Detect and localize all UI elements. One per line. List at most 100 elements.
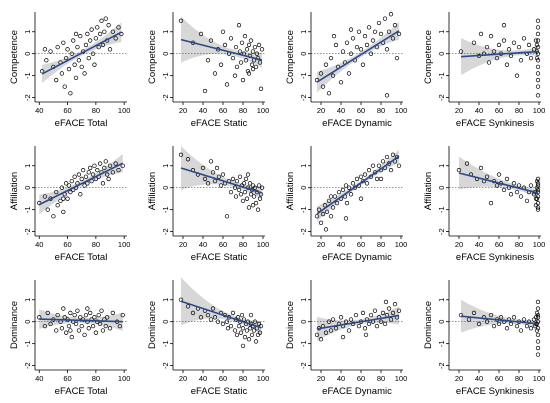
data-point [258, 86, 264, 91]
data-point [328, 55, 334, 61]
data-point [257, 330, 263, 335]
data-point [63, 181, 69, 186]
data-point [205, 58, 211, 63]
x-tick-label: 20 [455, 106, 463, 115]
x-tick-label: 100 [533, 240, 546, 249]
x-tick-label: 40 [35, 374, 43, 383]
data-point [234, 178, 240, 184]
data-point [396, 163, 402, 168]
x-tick-label: 100 [395, 374, 408, 383]
data-point [346, 185, 352, 190]
y-tick-label: 0 [161, 320, 170, 324]
data-point [535, 194, 541, 199]
panel-0-2: 20 40 60 80 100 -2 -1 0 1 eFACE Dynamic Competence [285, 12, 407, 129]
data-point [364, 42, 370, 48]
x-axis-title: eFACE Static [191, 118, 248, 129]
x-tick-label: 40 [337, 374, 345, 383]
data-point [362, 326, 368, 331]
data-point [253, 64, 259, 70]
data-point [491, 49, 497, 54]
panel-0-0: 40 60 80 100 -2 -1 0 1 eFACE Total Competence [9, 12, 130, 129]
data-point [508, 192, 514, 197]
data-point [356, 323, 362, 329]
data-point [348, 27, 354, 32]
data-point [93, 36, 99, 41]
data-point [79, 64, 84, 70]
data-point [235, 315, 241, 320]
data-point [79, 323, 84, 329]
data-point [248, 192, 254, 197]
data-point [340, 334, 346, 340]
data-point [340, 187, 346, 193]
data-point [190, 310, 196, 316]
data-point [256, 183, 262, 188]
y-tick-label: -2 [299, 228, 308, 235]
x-tick-label: 80 [515, 106, 523, 115]
data-point [338, 80, 344, 85]
data-point [358, 47, 364, 52]
data-point [59, 185, 65, 190]
data-point [484, 174, 490, 179]
data-point [354, 176, 360, 182]
data-point [200, 165, 206, 171]
y-axis-title: Competence [147, 30, 158, 84]
data-point [45, 207, 50, 212]
data-point [356, 29, 362, 34]
data-point [90, 172, 96, 177]
data-point [323, 227, 329, 232]
data-point [516, 44, 522, 50]
data-point [382, 321, 388, 327]
data-point [83, 42, 89, 48]
data-point [344, 200, 350, 206]
x-tick-label: 60 [63, 374, 71, 383]
data-point [358, 174, 364, 179]
data-point [535, 176, 541, 182]
data-point [80, 317, 86, 322]
data-point [376, 163, 382, 168]
data-point [42, 47, 48, 52]
data-point [248, 312, 254, 318]
data-point [76, 172, 82, 177]
data-point [224, 319, 230, 324]
y-axis-title: Affiliation [423, 172, 434, 210]
data-point [86, 55, 91, 61]
data-point [535, 315, 541, 320]
x-tick-label: 60 [357, 240, 365, 249]
x-tick-label: 40 [199, 374, 207, 383]
data-point [504, 326, 510, 331]
data-point [314, 332, 320, 338]
data-point [535, 77, 541, 83]
y-tick-label: 1 [161, 298, 170, 302]
data-point [528, 326, 534, 331]
panel-1-2: 20 40 60 80 100 -2 -1 0 1 eFACE Dynamic Affiliatio… [285, 146, 407, 263]
regression-line [38, 162, 124, 206]
y-tick-label: 0 [161, 52, 170, 56]
data-point [100, 181, 106, 186]
data-point [378, 31, 384, 37]
data-point [358, 196, 364, 201]
data-point [318, 337, 324, 342]
data-point [535, 38, 541, 43]
x-tick-label: 60 [357, 374, 365, 383]
data-point [233, 194, 239, 199]
data-point [328, 328, 334, 333]
x-tick-label: 80 [92, 106, 100, 115]
data-point [378, 319, 384, 324]
data-point [97, 321, 103, 327]
data-point [526, 42, 532, 48]
data-point [55, 203, 60, 208]
data-point [330, 317, 336, 322]
data-point [85, 31, 90, 37]
data-point [68, 189, 73, 195]
data-point [504, 62, 510, 67]
y-tick-label: 0 [299, 186, 308, 190]
data-point [208, 159, 214, 164]
y-tick-label: 0 [299, 52, 308, 56]
data-point [233, 44, 239, 50]
y-tick-label: -1 [299, 206, 308, 213]
regression-line [180, 167, 263, 194]
y-tick-label: -1 [161, 340, 170, 347]
data-point [494, 55, 500, 61]
data-point [518, 194, 524, 199]
data-point [240, 343, 246, 349]
